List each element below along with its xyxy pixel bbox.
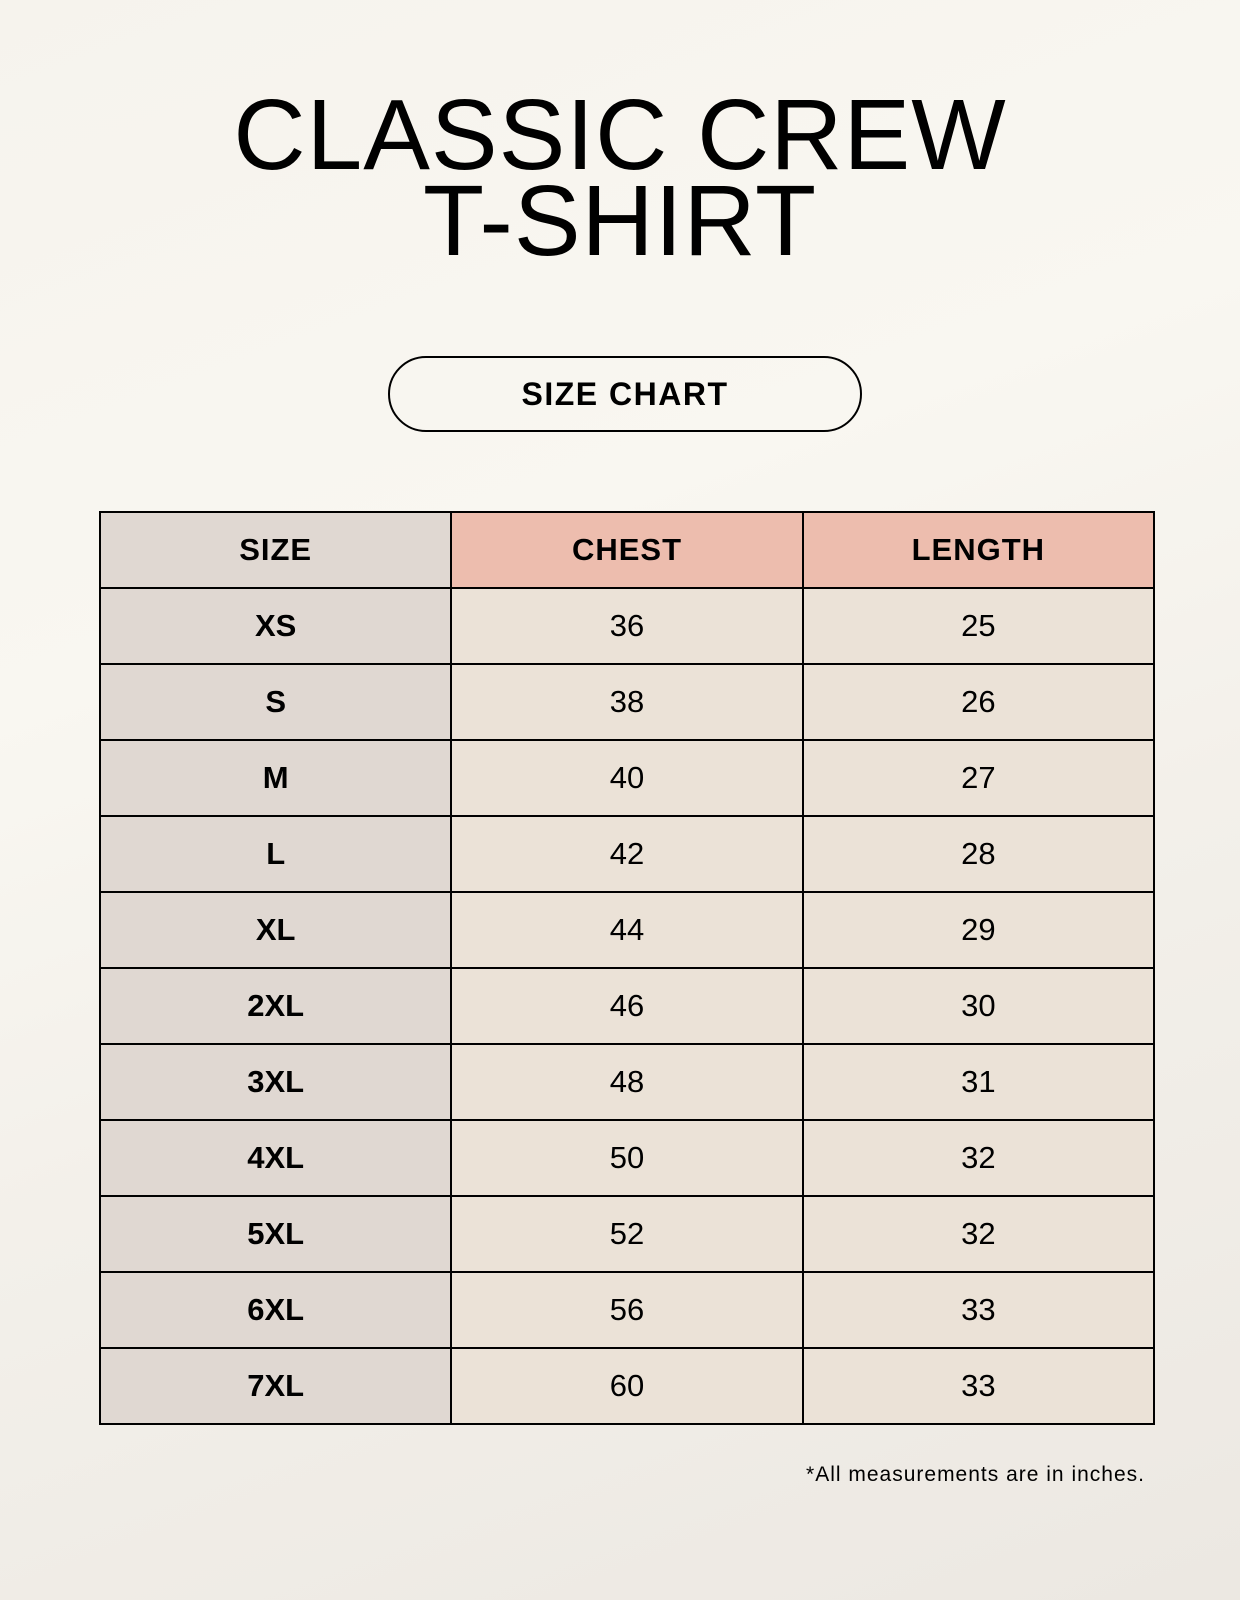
length-cell: 32 <box>801 1119 1156 1197</box>
title-line-1: CLASSIC CREW <box>233 79 1007 191</box>
table-row: XS 36 25 <box>98 587 1156 665</box>
size-cell: 5XL <box>98 1195 453 1273</box>
length-cell: 33 <box>801 1271 1156 1349</box>
header-row: SIZE CHEST LENGTH <box>98 511 1156 589</box>
length-cell: 32 <box>801 1195 1156 1273</box>
chest-cell: 56 <box>450 1271 804 1349</box>
length-cell: 29 <box>801 891 1156 969</box>
size-chart-badge: SIZE CHART <box>388 356 862 432</box>
size-cell: 6XL <box>98 1271 453 1349</box>
chest-cell: 46 <box>450 967 804 1045</box>
header-length: LENGTH <box>801 511 1156 589</box>
title-line-2: T-SHIRT <box>422 165 818 277</box>
size-cell: 7XL <box>98 1347 453 1425</box>
chest-cell: 52 <box>450 1195 804 1273</box>
chest-cell: 38 <box>450 663 804 741</box>
table-row: M 40 27 <box>98 739 1156 817</box>
header-size: SIZE <box>98 511 453 589</box>
size-cell: M <box>98 739 453 817</box>
table-row: XL 44 29 <box>98 891 1156 969</box>
length-cell: 25 <box>801 587 1156 665</box>
size-cell: 2XL <box>98 967 453 1045</box>
size-cell: 3XL <box>98 1043 453 1121</box>
size-cell: 4XL <box>98 1119 453 1197</box>
length-cell: 26 <box>801 663 1156 741</box>
table-row: L 42 28 <box>98 815 1156 893</box>
chest-cell: 50 <box>450 1119 804 1197</box>
length-cell: 30 <box>801 967 1156 1045</box>
size-cell: S <box>98 663 453 741</box>
table-row: S 38 26 <box>98 663 1156 741</box>
chest-cell: 44 <box>450 891 804 969</box>
length-cell: 31 <box>801 1043 1156 1121</box>
length-cell: 33 <box>801 1347 1156 1425</box>
footnote: *All measurements are in inches. <box>806 1463 1145 1486</box>
table-row: 7XL 60 33 <box>98 1347 1156 1425</box>
chest-cell: 60 <box>450 1347 804 1425</box>
table-row: 2XL 46 30 <box>98 967 1156 1045</box>
size-cell: XL <box>98 891 453 969</box>
table-row: 3XL 48 31 <box>98 1043 1156 1121</box>
chest-cell: 48 <box>450 1043 804 1121</box>
chest-cell: 40 <box>450 739 804 817</box>
chest-cell: 42 <box>450 815 804 893</box>
table-row: 5XL 52 32 <box>98 1195 1156 1273</box>
page-title: CLASSIC CREW T-SHIRT <box>0 79 1240 277</box>
header-chest: CHEST <box>450 511 804 589</box>
length-cell: 28 <box>801 815 1156 893</box>
chest-cell: 36 <box>450 587 804 665</box>
length-cell: 27 <box>801 739 1156 817</box>
size-cell: L <box>98 815 453 893</box>
size-cell: XS <box>98 587 453 665</box>
table-row: 6XL 56 33 <box>98 1271 1156 1349</box>
size-table: SIZE CHEST LENGTH XS 36 25 S 38 26 M 40 27 L 42 28 X… <box>98 511 1156 1425</box>
table-row: 4XL 50 32 <box>98 1119 1156 1197</box>
